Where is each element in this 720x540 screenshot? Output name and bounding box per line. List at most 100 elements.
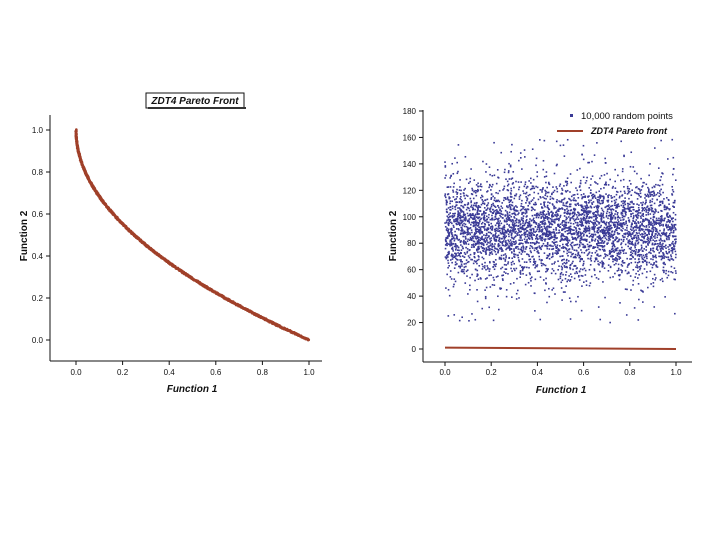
random-point <box>582 264 584 267</box>
random-point <box>452 212 454 215</box>
random-point <box>590 255 593 257</box>
random-point <box>533 191 536 194</box>
random-point <box>603 267 606 269</box>
random-point <box>652 220 655 223</box>
random-point <box>631 200 633 203</box>
random-point <box>523 224 526 226</box>
random-point <box>641 246 643 249</box>
random-point <box>545 192 547 195</box>
random-point <box>487 202 490 204</box>
random-point <box>541 232 544 235</box>
random-point <box>631 252 634 255</box>
random-point <box>444 195 446 197</box>
random-point <box>529 273 531 276</box>
random-point <box>590 189 592 192</box>
random-point <box>616 249 618 252</box>
random-point <box>481 268 484 270</box>
random-point <box>512 221 514 224</box>
random-point <box>600 245 603 247</box>
random-point <box>466 220 469 223</box>
random-point <box>550 220 553 222</box>
random-point <box>612 208 615 211</box>
random-point <box>666 215 669 218</box>
random-point <box>453 283 455 286</box>
random-point <box>522 272 524 275</box>
random-point <box>611 235 613 238</box>
random-point <box>665 206 667 208</box>
random-point <box>454 234 457 236</box>
random-point <box>459 233 462 235</box>
random-point <box>623 261 626 264</box>
random-point <box>602 212 605 215</box>
random-point <box>459 240 462 243</box>
random-point <box>490 193 493 196</box>
random-point <box>531 232 534 234</box>
random-point <box>462 247 464 250</box>
random-point <box>579 231 582 234</box>
random-point <box>498 244 501 247</box>
random-point <box>451 255 454 258</box>
random-point <box>598 255 600 257</box>
random-point <box>656 231 659 233</box>
random-point <box>467 233 470 236</box>
random-point <box>617 220 620 223</box>
random-point <box>460 189 462 192</box>
random-point <box>521 212 524 214</box>
random-point <box>508 162 510 165</box>
random-point <box>586 176 588 179</box>
random-point <box>585 207 588 210</box>
random-point <box>579 221 582 224</box>
random-point <box>471 206 474 209</box>
random-point <box>602 201 604 203</box>
random-point <box>484 228 486 230</box>
random-point <box>484 237 487 239</box>
random-point <box>468 222 471 224</box>
random-point <box>465 270 468 273</box>
random-point <box>611 221 613 224</box>
random-point <box>557 260 559 263</box>
random-point <box>544 240 546 242</box>
random-point <box>647 236 649 239</box>
random-point <box>573 213 576 216</box>
random-point <box>537 216 540 219</box>
random-point <box>548 214 550 216</box>
random-point <box>600 220 603 222</box>
random-point <box>473 202 476 205</box>
random-point <box>534 201 537 204</box>
random-point <box>648 233 650 236</box>
random-point <box>659 241 662 244</box>
random-point <box>569 198 571 201</box>
random-point <box>451 207 454 210</box>
random-point <box>524 156 526 158</box>
random-point <box>457 239 460 241</box>
random-point <box>621 216 624 219</box>
random-point <box>596 229 599 232</box>
random-point <box>461 255 464 257</box>
random-point <box>557 214 559 217</box>
random-point <box>561 224 564 226</box>
random-point <box>616 203 619 206</box>
random-point <box>647 191 650 193</box>
random-point <box>588 268 591 271</box>
random-point <box>456 220 458 223</box>
random-point <box>551 241 554 243</box>
random-point <box>467 255 470 257</box>
random-point <box>503 187 505 190</box>
random-point <box>602 231 604 233</box>
random-point <box>508 247 511 250</box>
random-point <box>645 226 648 228</box>
random-point <box>445 221 448 224</box>
random-point <box>457 170 459 173</box>
random-point <box>561 228 564 230</box>
random-point <box>666 226 668 228</box>
random-point <box>605 234 607 237</box>
random-point <box>563 215 566 217</box>
random-point <box>488 245 490 247</box>
random-point <box>614 202 616 205</box>
random-point <box>476 241 479 244</box>
random-point <box>545 233 548 235</box>
random-point <box>490 196 493 199</box>
random-point <box>455 191 458 193</box>
random-point <box>497 249 500 251</box>
random-point <box>616 254 619 257</box>
